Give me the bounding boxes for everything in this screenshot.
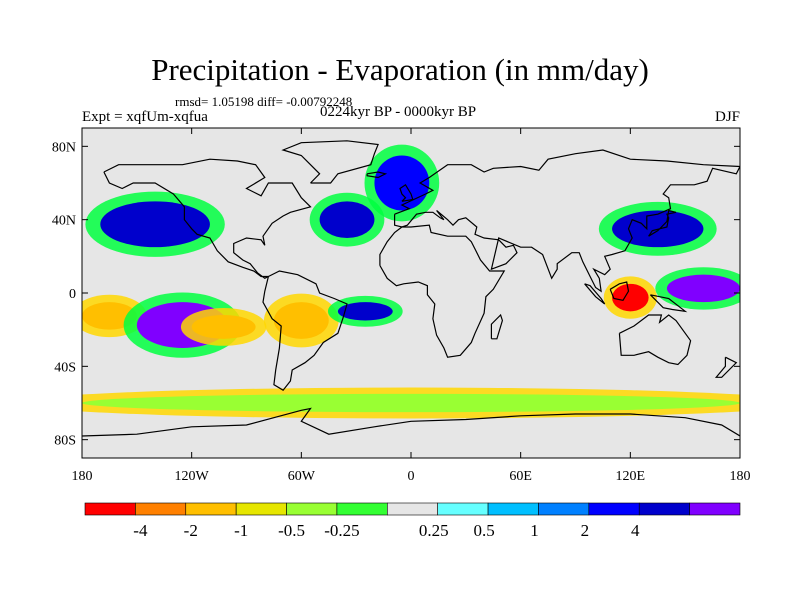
axis-ticks: 80N 40N 0 40S 80S 180 120W 60W 0 60E 120E 180: [52, 128, 751, 484]
coastline-greenland: [281, 140, 379, 184]
colorbar-swatch: [538, 502, 590, 516]
lon-tick-label: 120E: [616, 469, 646, 484]
field-region: [374, 155, 430, 211]
colorbar-swatch: [135, 502, 187, 516]
field-region: [191, 315, 256, 339]
colorbar-swatch: [286, 502, 338, 516]
experiment-label: Expt = xqfUm-xqfua: [82, 109, 208, 125]
colorbar-label: -0.5: [278, 521, 305, 540]
coastline-south-america: [262, 270, 348, 391]
coastline-australia: [618, 314, 692, 366]
lat-tick-label: 80S: [54, 434, 76, 449]
colorbar-label: 4: [631, 521, 640, 540]
coastline-eurasia: [394, 149, 740, 293]
coastline-madagascar: [490, 313, 504, 340]
colorbar-swatch: [487, 502, 539, 516]
colorbar-swatch: [235, 502, 287, 516]
coastline-borneo: [609, 281, 630, 301]
season-label: DJF: [714, 109, 740, 125]
field-region: [100, 201, 210, 248]
colorbar-label: -1: [234, 521, 248, 540]
coastline-africa-eurasia: [379, 224, 506, 358]
coastline-iceland: [366, 171, 388, 179]
coastline-japan: [648, 209, 677, 237]
colorbar-label: 1: [530, 521, 539, 540]
lon-tick-label: 120W: [175, 469, 210, 484]
lon-tick-label: 0: [408, 469, 415, 484]
colorbar-label: -4: [133, 521, 148, 540]
coastline-new-zealand: [714, 356, 738, 378]
colorbar: -4 -2 -1 -0.5 -0.25 0.25 0.5 1 2 4: [84, 502, 741, 540]
field-region: [273, 302, 329, 339]
lon-tick-label: 60E: [509, 469, 532, 484]
field-region: [666, 274, 740, 303]
lon-tick-label: 180: [730, 469, 751, 484]
field-region: [82, 393, 740, 413]
lat-tick-label: 40S: [54, 360, 76, 375]
colorbar-swatch: [185, 502, 237, 516]
lon-tick-label: 180: [72, 469, 93, 484]
lat-tick-label: 0: [69, 287, 76, 302]
colorbar-label: 0.5: [473, 521, 494, 540]
colorbar-swatch: [588, 502, 640, 516]
colorbar-label: -0.25: [324, 521, 359, 540]
coastline-new-guinea: [649, 294, 688, 313]
coastline-sumatra: [584, 283, 606, 305]
period-label: 0224kyr BP - 0000kyr BP: [320, 104, 477, 120]
chart-title: Precipitation - Evaporation (in mm/day): [151, 52, 649, 87]
field-region: [612, 283, 649, 312]
statistics-label: rmsd= 1.05198 diff= -0.00792248: [175, 94, 353, 109]
colorbar-swatch: [437, 502, 489, 516]
lon-tick-label: 60W: [288, 469, 316, 484]
coastline-uk: [399, 183, 414, 202]
field-region: [337, 302, 393, 321]
colorbar-swatch: [387, 502, 438, 516]
coastline-antarctica: [82, 407, 740, 437]
colorbar-swatch: [84, 502, 136, 516]
field-region: [82, 302, 137, 330]
colorbar-label: 0.25: [419, 521, 449, 540]
colorbar-label: 2: [581, 521, 590, 540]
colorbar-swatch: [689, 502, 741, 516]
field-layer: [82, 144, 740, 419]
colorbar-label: -2: [184, 521, 198, 540]
colorbar-swatch: [336, 502, 388, 516]
colorbar-swatch: [638, 502, 690, 516]
lat-tick-label: 40N: [52, 214, 76, 229]
field-region: [319, 201, 375, 239]
lat-tick-label: 80N: [52, 140, 76, 155]
coastline-north-america: [103, 158, 312, 280]
coastline-layer: [82, 140, 740, 437]
